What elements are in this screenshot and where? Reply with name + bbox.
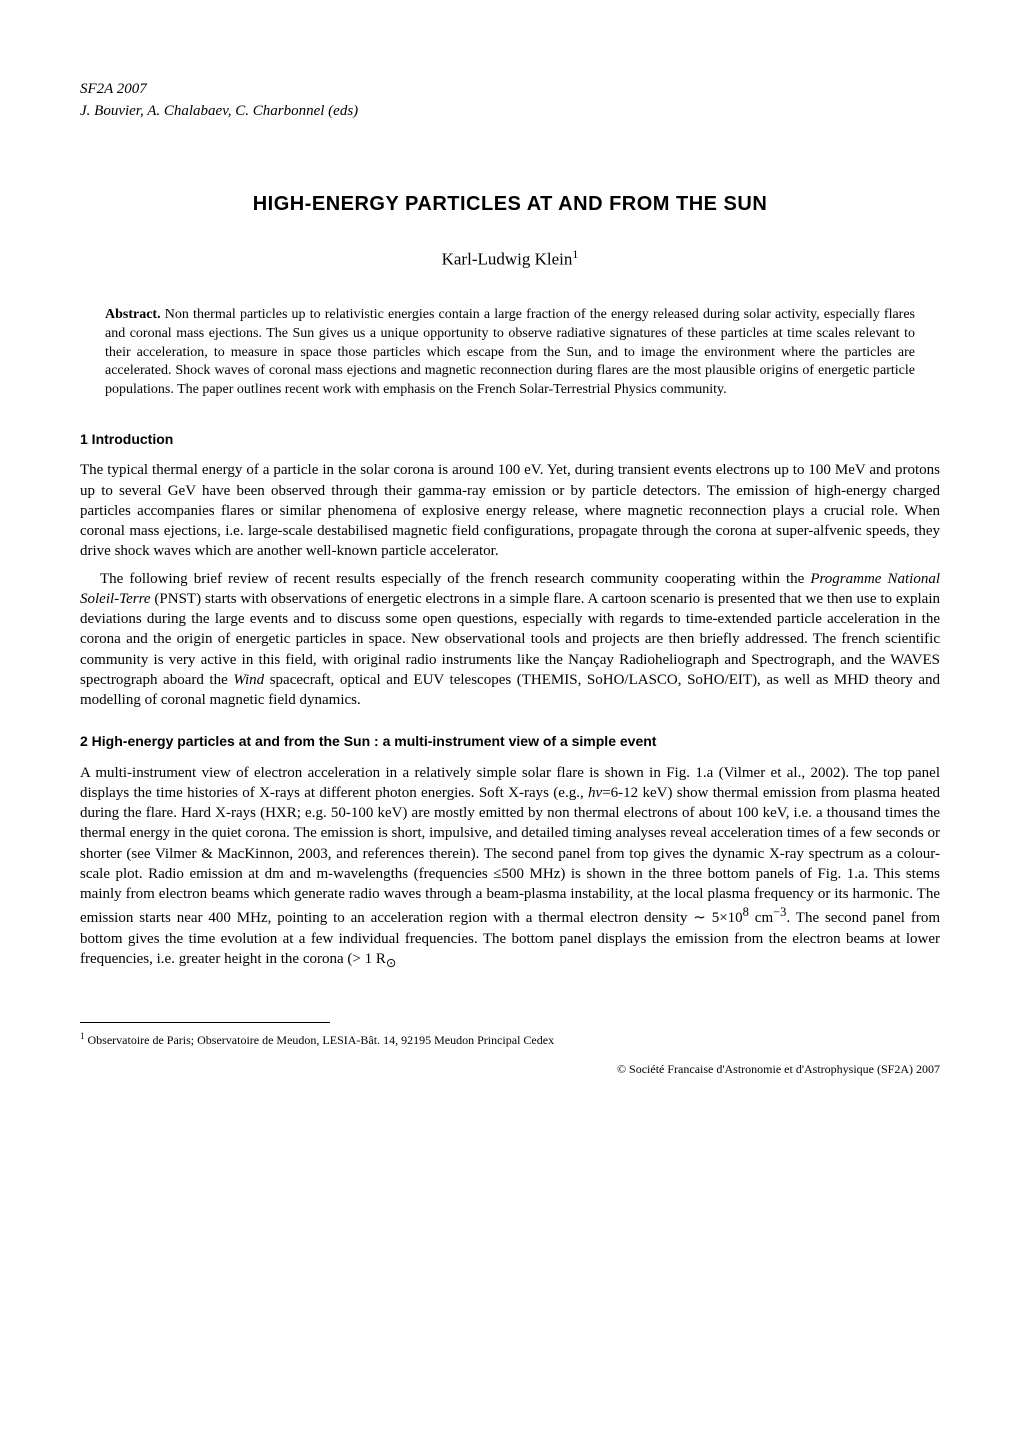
author-affil-mark: 1 — [572, 247, 578, 261]
copyright-line: © Société Francaise d'Astronomie et d'As… — [80, 1062, 940, 1078]
text-run: =6-12 keV) show thermal emission from pl… — [80, 785, 940, 927]
section-1-para-2: The following brief review of recent res… — [80, 569, 940, 711]
section-1-para-1: The typical thermal energy of a particle… — [80, 460, 940, 561]
subscript: ⊙ — [386, 956, 396, 970]
section-2-heading: 2 High-energy particles at and from the … — [80, 732, 940, 750]
footnote-text: Observatoire de Paris; Observatoire de M… — [85, 1033, 555, 1047]
abstract-block: Abstract. Non thermal particles up to re… — [105, 306, 915, 400]
text-run: The following brief review of recent res… — [100, 571, 810, 587]
author-line: Karl-Ludwig Klein1 — [80, 247, 940, 271]
venue-line: SF2A 2007 — [80, 80, 940, 100]
abstract-label: Abstract. — [105, 307, 161, 322]
editors-line: J. Bouvier, A. Chalabaev, C. Charbonnel … — [80, 102, 940, 122]
paper-title: HIGH-ENERGY PARTICLES AT AND FROM THE SU… — [80, 191, 940, 217]
text-run: cm — [749, 910, 773, 926]
section-2-para-1: A multi-instrument view of electron acce… — [80, 763, 940, 972]
author-name: Karl-Ludwig Klein — [442, 250, 573, 269]
section-1-heading: 1 Introduction — [80, 430, 940, 448]
text-italic: Wind — [233, 672, 264, 688]
superscript: −3 — [773, 905, 786, 919]
footnote-1: 1 Observatoire de Paris; Observatoire de… — [80, 1031, 940, 1049]
footnote-separator — [80, 1022, 330, 1023]
abstract-text: Non thermal particles up to relativistic… — [105, 307, 915, 398]
text-italic: hν — [588, 785, 602, 801]
